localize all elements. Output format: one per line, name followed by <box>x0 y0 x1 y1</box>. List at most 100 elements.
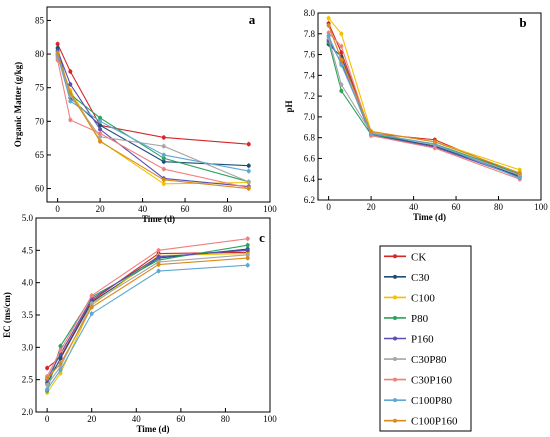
data-point <box>339 57 344 62</box>
data-point <box>161 152 166 157</box>
data-point <box>98 119 103 124</box>
y-tick-label: 8.0 <box>304 8 316 18</box>
data-point <box>326 23 331 28</box>
data-point <box>58 367 63 373</box>
x-tick-label: 20 <box>367 202 377 212</box>
y-tick-label: 75 <box>35 83 45 93</box>
data-point <box>246 186 251 191</box>
series-line <box>46 257 248 379</box>
y-tick-label: 6.8 <box>304 133 316 143</box>
x-tick-label: 40 <box>132 414 142 424</box>
data-point <box>432 146 437 151</box>
legend-marker <box>393 418 397 423</box>
y-tick-label: 7.4 <box>304 70 316 80</box>
data-point <box>369 129 374 134</box>
series-c30p160 <box>326 30 522 182</box>
series-c30 <box>326 41 522 179</box>
y-tick-label: 3.5 <box>22 310 34 320</box>
series-line <box>57 43 249 145</box>
legend-label: C30 <box>411 272 430 284</box>
data-point <box>68 91 73 96</box>
data-point <box>58 348 63 353</box>
y-tick-label: 5.0 <box>22 213 34 223</box>
data-point <box>156 262 161 267</box>
data-point <box>89 311 94 316</box>
data-point <box>45 382 50 387</box>
legend-entry: C100 <box>384 292 435 304</box>
legend-label: C100P160 <box>411 416 458 428</box>
data-point <box>89 301 94 306</box>
data-point <box>58 361 63 366</box>
x-tick-label: 100 <box>534 202 548 212</box>
x-tick-label: 60 <box>452 202 462 212</box>
series-p160 <box>45 247 250 383</box>
legend-label: CK <box>411 251 426 263</box>
data-point <box>161 144 166 149</box>
legend-marker <box>393 274 397 279</box>
data-point <box>245 263 250 268</box>
y-tick-label: 6.2 <box>304 195 315 205</box>
data-point <box>161 177 166 182</box>
series-line <box>57 52 249 190</box>
plot-frame <box>46 6 271 203</box>
legend-entry: C30P160 <box>384 375 452 387</box>
y-tick-label: 6.4 <box>304 174 316 184</box>
data-point <box>68 82 73 87</box>
data-point <box>339 31 344 36</box>
series-c100 <box>55 55 251 187</box>
legend-label: C100P80 <box>411 395 452 407</box>
data-point <box>246 163 251 168</box>
data-point <box>45 365 50 371</box>
legend-marker <box>393 336 397 341</box>
data-point <box>517 176 522 181</box>
data-point <box>156 268 161 274</box>
legend-label: C30P80 <box>411 354 447 366</box>
data-point <box>156 254 161 259</box>
series-p160 <box>55 48 251 190</box>
series-ck <box>45 249 250 371</box>
y-tick-label: 7.8 <box>304 29 316 39</box>
x-tick-label: 0 <box>55 204 60 214</box>
data-point <box>45 387 50 392</box>
panel-b-ph-chart: 0 20 40 60 80 100 6.2 6.4 6.6 6.8 7.0 7.2 7.4 7.6 7.8 8… <box>284 8 548 222</box>
data-point <box>432 139 437 144</box>
panel-c-ec-chart: 0 20 40 60 80 100 2.0 2.5 3.0 3.5 4.0 4.5 5.0 Time (d… <box>2 213 277 434</box>
series-line <box>57 57 249 185</box>
series-line <box>328 35 520 179</box>
legend-marker <box>393 315 397 320</box>
series-c100p80 <box>45 262 250 392</box>
panel-label: c <box>259 230 265 245</box>
series-line <box>328 41 520 175</box>
panel-label: b <box>519 15 526 30</box>
legend-entry: C100P80 <box>384 395 452 407</box>
series-c100p80 <box>326 33 522 181</box>
y-tick-label: 6.6 <box>304 153 316 163</box>
data-point <box>45 376 50 381</box>
legend-label: P80 <box>411 313 429 325</box>
data-point <box>339 82 344 87</box>
data-point <box>98 139 103 144</box>
series-c100p160 <box>45 255 250 381</box>
x-tick-label: 0 <box>326 202 331 212</box>
panel-label: a <box>249 12 256 27</box>
data-point <box>55 50 60 55</box>
data-point <box>245 236 250 241</box>
x-tick-label: 20 <box>96 204 106 214</box>
legend-label: C30P160 <box>411 375 452 387</box>
legend-entry: C100P160 <box>384 416 458 428</box>
y-tick-label: 3.0 <box>22 342 34 352</box>
data-point <box>326 33 331 38</box>
data-point <box>245 243 250 248</box>
legend-marker <box>393 254 397 259</box>
legend: CKC30C100P80P160C30P80C30P160C100P80C100… <box>379 245 472 432</box>
y-tick-label: 65 <box>35 150 45 160</box>
data-point <box>55 41 60 47</box>
y-tick-label: 2.0 <box>22 407 34 417</box>
series-c100p160 <box>55 50 251 192</box>
legend-entry: C30 <box>384 272 430 284</box>
legend-entry: C30P80 <box>384 354 447 366</box>
data-point <box>68 69 73 74</box>
data-point <box>245 256 250 261</box>
data-point <box>339 44 344 49</box>
legend-label: C100 <box>411 292 435 304</box>
